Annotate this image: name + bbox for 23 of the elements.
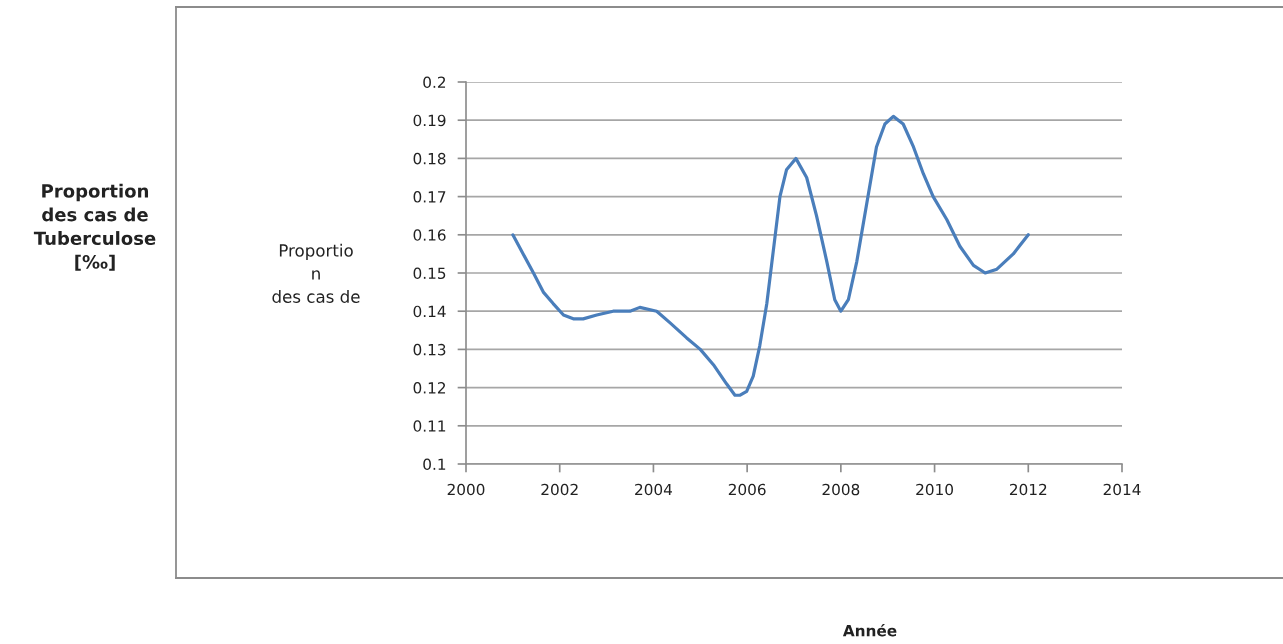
line-series xyxy=(511,114,1030,397)
x-tick-label: 2008 xyxy=(822,483,860,496)
x-tick-label: 2006 xyxy=(728,483,766,496)
y-tick-label: 0.13 xyxy=(413,343,446,356)
x-tick-label: 2000 xyxy=(447,483,485,496)
x-tick-label: 2004 xyxy=(635,483,673,496)
x-tick-label: 2010 xyxy=(916,483,953,496)
y-tick-label: 0.12 xyxy=(413,382,446,394)
x-tick-label: 2014 xyxy=(1103,483,1141,496)
y-tick-label: 0.11 xyxy=(413,420,446,432)
y-tick-label: 0.17 xyxy=(413,191,446,203)
y-tick-label: 0.19 xyxy=(413,114,446,127)
x-tick-label: 2002 xyxy=(541,483,578,496)
y-tick-label: 0.16 xyxy=(413,229,446,241)
y-tick-label: 0.18 xyxy=(413,152,446,165)
text: Année xyxy=(842,624,897,637)
x-tick-label: 2012 xyxy=(1009,483,1047,496)
y-axis-title: Proportio n des cas de xyxy=(272,243,360,303)
text: Proportion des cas de Tuberculose [‰] xyxy=(33,183,156,271)
y-tick-label: 0.15 xyxy=(413,267,446,280)
y-tick-label: 0.1 xyxy=(423,458,446,471)
y-tick-label: 0.14 xyxy=(413,305,446,318)
y-tick-label: 0.2 xyxy=(423,76,446,89)
